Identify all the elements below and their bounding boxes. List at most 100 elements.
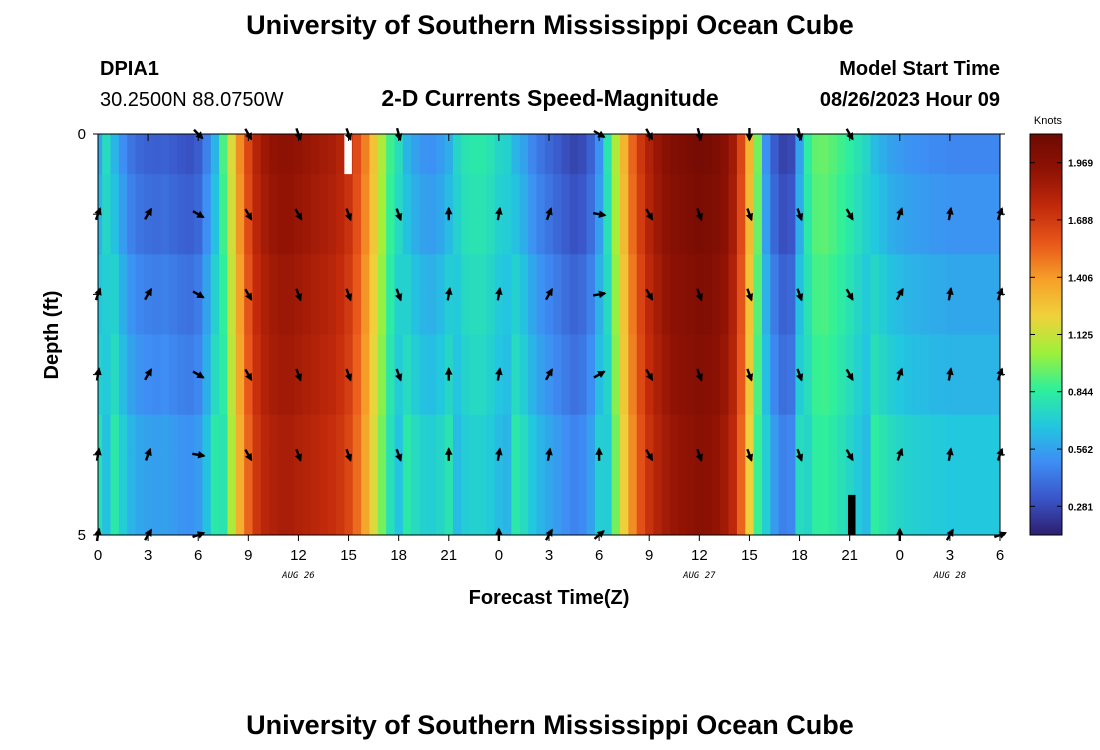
heatmap-cell [369, 174, 379, 255]
heatmap-cell [135, 334, 145, 416]
heatmap-cell [135, 414, 145, 456]
heatmap-cell [645, 454, 654, 535]
heatmap-cell [903, 134, 913, 175]
arrow-head [344, 293, 353, 302]
arrow-head [344, 212, 353, 222]
arrow-head [495, 527, 503, 535]
heatmap-cell [427, 134, 437, 175]
current-arrow [795, 448, 804, 462]
heatmap-cell [177, 254, 187, 336]
heatmap-cell [828, 134, 838, 175]
heatmap-cell [878, 254, 888, 336]
heatmap-cell [619, 454, 629, 535]
heatmap-cell [419, 414, 429, 456]
arrow-head [695, 293, 703, 302]
current-arrow [344, 208, 353, 222]
heatmap-cell [553, 134, 563, 175]
heatmap-cell [486, 134, 496, 175]
current-arrow [946, 367, 954, 381]
arrow-head [846, 372, 854, 382]
heatmap-cell [194, 134, 203, 175]
special-cells [344, 134, 856, 535]
heatmap-cell [427, 414, 437, 456]
heatmap-cell [194, 454, 203, 535]
y-axis: 05 [78, 126, 1005, 544]
station-id: DPIA1 [100, 58, 159, 80]
current-arrow [294, 208, 303, 221]
heatmap-cell [736, 174, 746, 255]
heatmap-cell [386, 454, 396, 535]
heatmap-cell [686, 454, 696, 535]
heatmap-cell [795, 414, 805, 456]
heatmap-cell [536, 334, 546, 416]
arrow-head [245, 372, 253, 382]
heatmap-cell [235, 454, 245, 535]
heatmap-cell [578, 414, 588, 456]
arrow-head [445, 287, 453, 296]
heatmap-cell [929, 334, 938, 416]
chart-subtitle: 2-D Currents Speed-Magnitude [381, 85, 718, 111]
heatmap-cell [352, 454, 362, 535]
heatmap-cell [995, 334, 1000, 416]
x-tick-label: 15 [340, 547, 357, 564]
heatmap-cell [711, 134, 721, 175]
heatmap-cell [778, 454, 788, 535]
heatmap-cell [954, 134, 964, 175]
heatmap-cell [185, 334, 195, 416]
arrow-head [395, 293, 403, 302]
heatmap-cell [728, 454, 738, 535]
current-arrow [244, 288, 253, 301]
heatmap-cell [603, 334, 613, 416]
heatmap-cell [469, 254, 479, 336]
arrow-head [946, 447, 954, 456]
heatmap-cell [294, 134, 304, 175]
heatmap-cell [812, 334, 822, 416]
heatmap-cell [987, 334, 997, 416]
heatmap-cell [569, 454, 579, 535]
heatmap-cell [929, 414, 938, 456]
heatmap-cell [828, 174, 838, 255]
heatmap-cell [711, 254, 721, 336]
heatmap-cell [102, 414, 112, 456]
heatmap-cell [636, 454, 646, 535]
arrow-head [144, 207, 152, 217]
current-arrow [795, 368, 804, 382]
heatmap-cell [486, 454, 496, 535]
current-arrow [795, 208, 804, 222]
heatmap-cell [970, 334, 980, 416]
heatmap-cell [803, 134, 813, 175]
current-arrow [645, 449, 654, 462]
heatmap-cell [561, 134, 571, 175]
heatmap-cell [327, 254, 337, 336]
heatmap-cell [227, 454, 237, 535]
heatmap-cell [118, 334, 128, 416]
heatmap-cell [394, 414, 404, 456]
heatmap-cell [703, 454, 713, 535]
heatmap-cell [937, 254, 947, 336]
heatmap-cell [895, 414, 905, 456]
arrow-head [896, 447, 904, 457]
heatmap-cell [728, 254, 738, 336]
date-label: AUG 28 [933, 571, 967, 581]
current-arrow [946, 447, 954, 461]
heatmap-cell [168, 334, 178, 416]
heatmap-cell [361, 174, 371, 255]
heatmap-cell [628, 334, 638, 416]
current-arrows [94, 127, 1008, 542]
heatmap-cell [695, 414, 705, 456]
heatmap-cell [670, 174, 680, 255]
heatmap-cell [920, 454, 930, 535]
heatmap-cell [553, 254, 563, 336]
heatmap-cell [302, 334, 312, 416]
heatmap-cell [686, 334, 696, 416]
arrow-head [495, 287, 503, 296]
heatmap-cell [235, 254, 245, 336]
heatmap-cell [427, 254, 437, 336]
heatmap-cell [678, 414, 688, 456]
arrow-head [245, 292, 253, 301]
heatmap-cell [903, 254, 913, 336]
heatmap-cell [628, 174, 638, 255]
heatmap-cell [127, 334, 137, 416]
heatmap-cell [411, 254, 421, 336]
heatmap-cell [837, 174, 847, 255]
